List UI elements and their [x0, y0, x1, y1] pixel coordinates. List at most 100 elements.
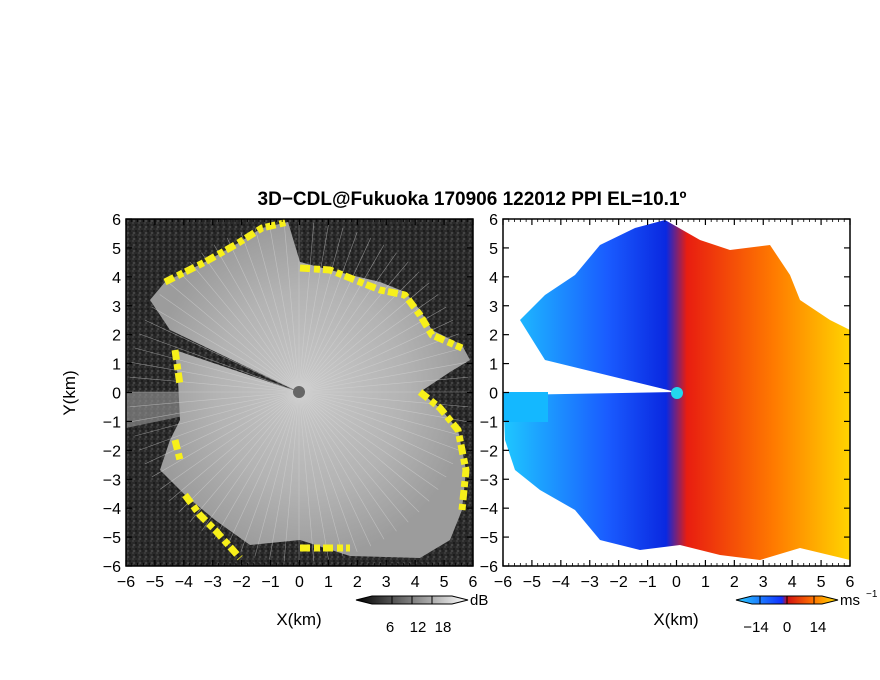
right-x-tick-label: 2 [730, 574, 739, 591]
right-x-tick-label: 3 [759, 574, 768, 591]
left-x-tick-label: 3 [382, 574, 391, 591]
left-radial-streak [298, 391, 344, 557]
left-radial-streak [129, 376, 300, 393]
left-radial-streak [298, 391, 447, 478]
left-radial-streak [298, 391, 439, 490]
left-x-tick-label: −1 [261, 574, 279, 591]
left-radial-streak [226, 237, 300, 393]
left-y-tick-label: −2 [103, 443, 121, 460]
left-radial-streak [298, 391, 459, 451]
left-radial-streak [144, 319, 300, 393]
right-x-tick-label: −4 [552, 574, 570, 591]
left-radial-streak [151, 391, 300, 478]
left-radial-streak [298, 391, 385, 540]
left-radial-streak [129, 391, 300, 408]
right-colorbar-tick-label: 0 [783, 619, 791, 636]
right-colorbar-unit-exponent: −1 [866, 589, 878, 600]
left-radial-streak [298, 294, 439, 393]
right-y-tick-label: 2 [489, 328, 498, 345]
left-radial-streak [269, 391, 300, 560]
right-y-tick-label: 1 [489, 357, 498, 374]
right-y-tick-label: 3 [489, 299, 498, 316]
left-radial-streak [254, 391, 300, 557]
right-x-tick-label: −2 [610, 574, 628, 591]
left-x-tick-label: −2 [233, 574, 251, 591]
left-radial-streak [178, 391, 300, 513]
left-radial-streak [298, 224, 329, 393]
left-colorbar-unit: dB [470, 592, 488, 609]
right-y-tick-label: 0 [489, 386, 498, 403]
left-radial-streak [298, 391, 329, 560]
left-radial-streak [298, 271, 420, 393]
right-y-tick-label: −4 [480, 501, 498, 518]
right-y-tick-label: 4 [489, 270, 498, 287]
right-colorbar-tick-label: −14 [743, 619, 768, 636]
left-radial-streak [298, 252, 397, 393]
right-colorbar-unit: ms [840, 592, 860, 609]
left-radial-streak [201, 252, 300, 393]
left-x-tick-label: 5 [440, 574, 449, 591]
left-y-tick-label: 0 [112, 386, 121, 403]
right-y-tick-label: 6 [489, 212, 498, 229]
left-radial-streak [298, 391, 315, 562]
left-radial-streak [298, 391, 464, 437]
left-radial-streak [178, 271, 300, 393]
left-radial-streak [139, 391, 300, 451]
left-radial-streak [134, 391, 300, 437]
left-radial-streak [298, 347, 464, 393]
left-radial-streak [298, 391, 420, 513]
left-radial-streak [298, 222, 315, 393]
left-radial-streak [134, 347, 300, 393]
left-radial-streak [139, 333, 300, 393]
left-radial-streak [189, 261, 300, 393]
right-panel-image [503, 219, 850, 566]
left-radial-streak [298, 376, 469, 393]
right-x-axis-label: X(km) [653, 610, 698, 629]
left-radial-streak [298, 391, 397, 532]
left-radar-site [293, 386, 305, 398]
left-radial-streak [298, 391, 467, 422]
left-y-tick-label: 2 [112, 328, 121, 345]
left-radial-streak [240, 391, 300, 552]
left-y-tick-label: 5 [112, 241, 121, 258]
left-edge-highlight [163, 219, 470, 561]
right-colorbar: ms −1 −14 0 14 [735, 589, 878, 636]
left-colorbar-tick-label: 6 [386, 619, 394, 636]
axis-ticks-group: −6 −5 −4 −3 −2 −1 0 1 2 3 4 5 66543210−1−2−3−4−5−6−6… [103, 212, 855, 591]
right-x-tick-label: −5 [523, 574, 541, 591]
left-y-tick-label: 3 [112, 299, 121, 316]
left-radial-streak [168, 282, 300, 393]
right-west-wedge [503, 392, 548, 422]
left-radial-streak [298, 391, 454, 465]
right-y-tick-label: −5 [480, 530, 498, 547]
left-x-tick-label: −5 [146, 574, 164, 591]
left-y-tick-label: −4 [103, 501, 121, 518]
left-radial-streak [269, 224, 300, 393]
left-y-tick-label: −5 [103, 530, 121, 547]
left-radial-streak [283, 391, 300, 562]
right-x-tick-label: 5 [817, 574, 826, 591]
left-radial-streak [159, 391, 300, 490]
right-y-tick-label: 5 [489, 241, 498, 258]
left-radial-streak [298, 391, 372, 547]
left-radial-streak [254, 227, 300, 393]
chart-title: 3D−CDL@Fukuoka 170906 122012 PPI EL=10.1… [258, 189, 687, 210]
left-radial-streak [298, 237, 372, 393]
left-radial-streak [298, 244, 385, 393]
right-x-tick-label: 6 [846, 574, 855, 591]
left-x-tick-label: −4 [175, 574, 193, 591]
right-x-tick-label: 4 [788, 574, 797, 591]
right-x-tick-label: −1 [638, 574, 656, 591]
left-radial-streak [131, 391, 300, 422]
left-x-tick-label: 1 [324, 574, 333, 591]
left-x-tick-label: 6 [469, 574, 478, 591]
left-x-tick-label: −6 [117, 574, 135, 591]
left-y-tick-label: −6 [103, 559, 121, 576]
right-radar-site [671, 387, 683, 399]
left-radial-streak [213, 244, 300, 393]
left-colorbar-tick-label: 18 [435, 619, 452, 636]
left-colorbar: dB 6 12 18 [355, 592, 488, 636]
left-radial-streak [298, 362, 467, 393]
left-radial-streak [226, 391, 300, 547]
